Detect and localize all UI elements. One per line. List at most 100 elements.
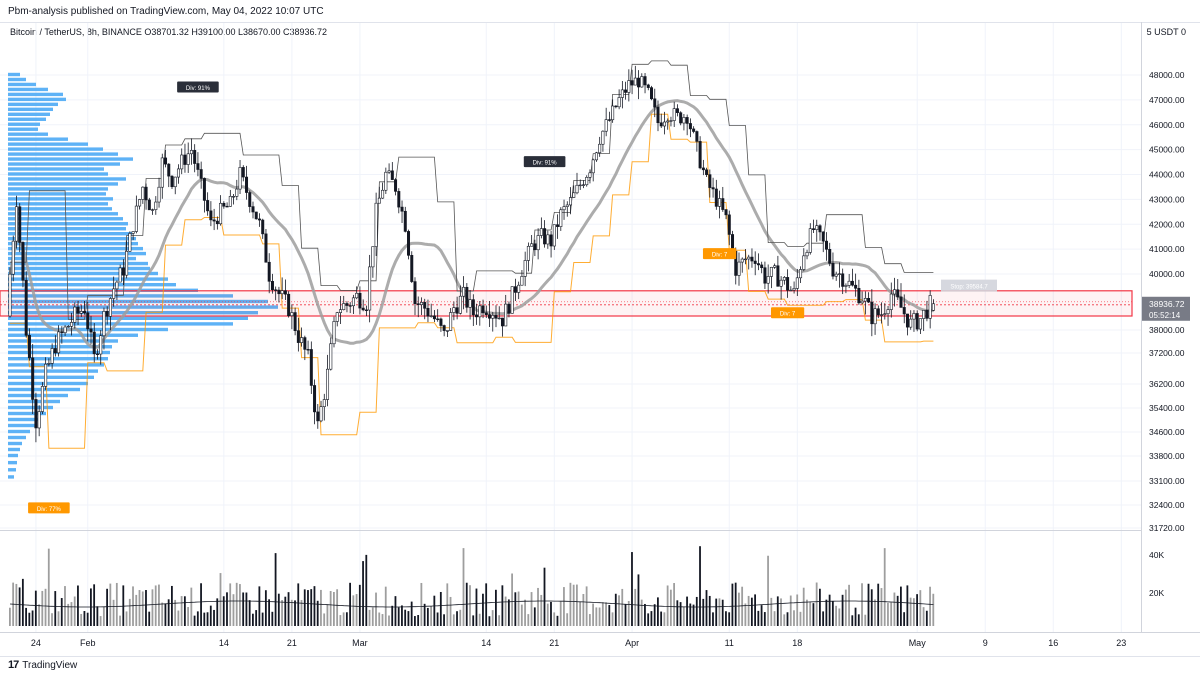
- candle-body: [248, 192, 252, 207]
- volume-bar: [608, 605, 611, 626]
- candle-body: [293, 312, 297, 331]
- candle-body: [76, 306, 80, 314]
- candle: [8, 267, 12, 318]
- volume-bar: [657, 597, 659, 626]
- candle-body: [786, 277, 790, 291]
- candle-body: [880, 314, 884, 316]
- volume-profile-bar: [8, 441, 22, 446]
- candle: [322, 393, 326, 421]
- candle-body: [306, 349, 310, 351]
- volume-bar: [258, 586, 261, 626]
- candle-body: [83, 311, 87, 314]
- volume-profile-bar: [8, 357, 108, 361]
- candle: [478, 300, 482, 326]
- candle: [679, 111, 683, 126]
- candle: [241, 165, 245, 182]
- volume-bar: [906, 585, 909, 626]
- candle-body: [215, 220, 219, 225]
- candle-body: [99, 335, 103, 355]
- candle: [455, 296, 459, 320]
- candle-body: [267, 261, 271, 282]
- candle: [880, 302, 884, 324]
- volume-bar: [193, 615, 196, 626]
- tradingview-footer[interactable]: 17 TradingView: [8, 659, 77, 671]
- candle-body: [468, 299, 472, 308]
- volume-bar: [475, 588, 478, 626]
- candle: [47, 358, 51, 367]
- candle-body: [497, 317, 501, 320]
- candle-body: [24, 279, 28, 336]
- volume-bar: [702, 598, 705, 626]
- candle: [792, 281, 796, 294]
- volume-bar: [80, 613, 83, 626]
- volume-profile-bar: [8, 322, 233, 326]
- volume-bar: [203, 612, 206, 626]
- current-price-value: 38936.72: [1149, 299, 1185, 309]
- volume-profile-bar: [8, 212, 118, 216]
- candle: [108, 297, 112, 331]
- volume-bar: [796, 594, 799, 626]
- volume-bar: [725, 611, 727, 626]
- annotation-text: Div: 91%: [186, 86, 211, 92]
- candle: [429, 303, 433, 318]
- volume-bar: [342, 612, 345, 626]
- candle-body: [381, 189, 385, 199]
- candles: [8, 65, 935, 443]
- candle: [160, 153, 164, 199]
- candle-body: [368, 266, 372, 311]
- candle-body: [397, 191, 401, 208]
- candle-body: [173, 176, 177, 188]
- currency-label[interactable]: 5 USDT 0: [1146, 27, 1186, 37]
- volume-bar: [161, 602, 164, 626]
- candle-body: [79, 311, 83, 314]
- volume-bar: [141, 591, 144, 626]
- candle-body: [688, 123, 692, 130]
- volume-profile-bar: [8, 232, 132, 236]
- volume-bar: [51, 613, 53, 626]
- volume-bar: [404, 609, 407, 626]
- volume-profile-bar: [8, 283, 176, 287]
- volume-bar: [909, 597, 912, 626]
- candle: [439, 317, 443, 332]
- candle-body: [199, 169, 203, 179]
- volume-profile-bar: [8, 271, 158, 276]
- candle: [556, 214, 560, 239]
- candle: [627, 69, 631, 102]
- candle: [695, 130, 699, 152]
- volume-bar: [443, 614, 445, 626]
- candle-body: [847, 280, 851, 286]
- volume-pane-separator[interactable]: [0, 530, 1141, 531]
- candle-body: [47, 363, 51, 365]
- volume-bar: [598, 607, 601, 626]
- candle: [750, 248, 754, 268]
- volume-bar: [177, 610, 180, 626]
- volume-bar: [653, 604, 656, 626]
- volume-profile-bar: [8, 102, 58, 107]
- volume-bar: [896, 595, 899, 626]
- candle-body: [815, 225, 819, 230]
- volume-bar: [640, 599, 643, 626]
- volume-bar: [41, 590, 44, 626]
- candle-body: [186, 153, 190, 165]
- candle: [805, 249, 809, 260]
- candle-body: [371, 246, 375, 268]
- candle: [782, 276, 786, 285]
- candle-body: [562, 206, 566, 211]
- volume-bar: [151, 589, 154, 626]
- candle-body: [40, 386, 44, 412]
- candle-body: [154, 201, 158, 210]
- candle-body: [419, 302, 423, 305]
- volume-bar: [86, 612, 89, 626]
- candle: [173, 176, 177, 195]
- candle-body: [176, 168, 180, 178]
- annotations: Div: 91% Div: 91% Div: 77% Div: 7 Div: 7: [28, 81, 805, 514]
- candle: [740, 257, 744, 273]
- candle: [834, 271, 838, 281]
- candle: [909, 310, 913, 330]
- symbol-ohlc-legend[interactable]: Bitcoin / TetherUS, 8h, BINANCE O38701.3…: [10, 27, 328, 37]
- volume-bar: [329, 591, 332, 626]
- volume-bar: [420, 582, 423, 626]
- volume-bar: [313, 586, 316, 626]
- volume-bar: [618, 595, 620, 626]
